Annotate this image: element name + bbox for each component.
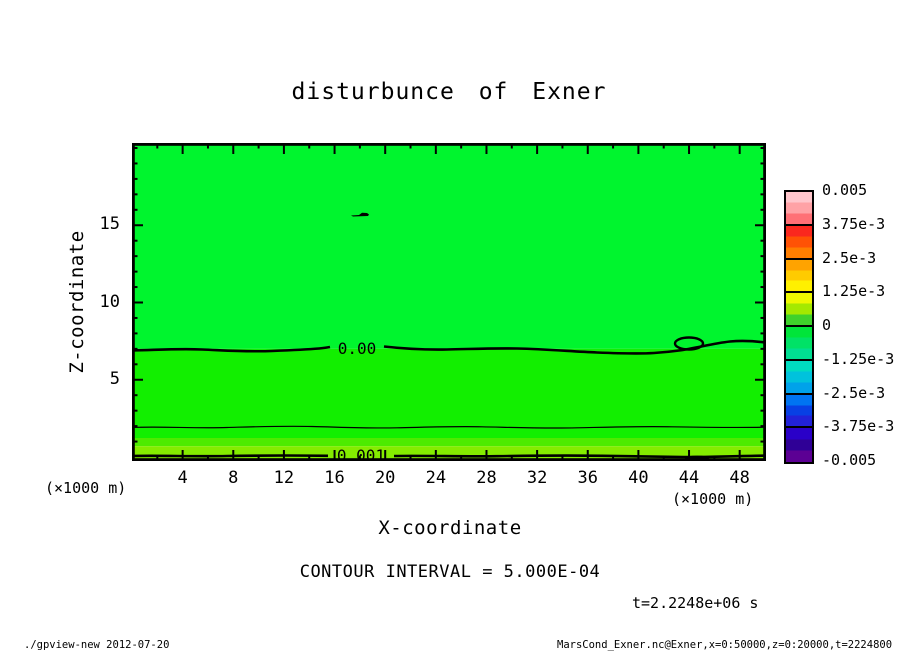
x-tick-label: 24 xyxy=(425,468,447,488)
fill-band xyxy=(132,348,766,438)
colorbar-label: -3.75e-3 xyxy=(822,417,895,436)
colorbar-label: -2.5e-3 xyxy=(822,383,886,402)
colorbar-segment xyxy=(786,428,812,462)
z-tick-label: 5 xyxy=(109,368,120,389)
x-axis-title: X-coordinate xyxy=(378,517,522,539)
fill-band xyxy=(132,437,766,447)
colorbar-label: -0.005 xyxy=(822,451,877,469)
small-closed-contour xyxy=(351,212,369,217)
footer-file-info: MarsCond_Exner.nc@Exner,x=0:50000,z=0:20… xyxy=(557,639,893,651)
colorbar-label: 1.25e-3 xyxy=(822,282,886,301)
x-axis-unit: (×1000 m) xyxy=(672,490,754,508)
mil-contour-right xyxy=(393,454,766,459)
zero-contour-left xyxy=(132,345,331,353)
zero-contour-right xyxy=(383,339,766,355)
z-tick-label: 10 xyxy=(99,291,120,312)
colorbar-segment xyxy=(786,225,812,260)
colorbar-segment xyxy=(786,259,812,294)
fill-band xyxy=(132,446,766,461)
colorbar xyxy=(784,190,814,464)
z-tick-label: 15 xyxy=(99,214,120,235)
x-tick-label: 16 xyxy=(324,468,345,488)
x-tick-label: 36 xyxy=(577,468,598,488)
contour-label-0.00: 0.00 xyxy=(338,339,377,358)
colorbar-label: 2.5e-3 xyxy=(822,248,877,267)
x-tick-label: 8 xyxy=(228,468,239,488)
x-tick-label: 32 xyxy=(526,468,548,488)
colorbar-segment xyxy=(786,394,812,429)
time-annotation: t=2.2248e+06 s xyxy=(632,594,759,612)
contour-label-0.001: 0.001 xyxy=(337,446,385,461)
thin-contour xyxy=(132,425,766,429)
colorbar-segment xyxy=(786,327,812,361)
x-tick-label: 20 xyxy=(374,468,396,488)
contour-plot: 0.00 0.001 xyxy=(132,143,766,461)
colorbar-label: 3.75e-3 xyxy=(822,214,886,233)
x-tick-label: 44 xyxy=(678,468,700,488)
fill-bands xyxy=(132,143,766,461)
fill-band xyxy=(132,143,766,349)
x-tick-label: 12 xyxy=(273,468,295,488)
footer-program-date: ./gpview-new 2012-07-20 xyxy=(24,639,170,651)
x-tick-label: 4 xyxy=(177,468,188,488)
zero-contour-loop xyxy=(673,336,705,351)
colorbar-segment xyxy=(786,360,812,395)
contour-interval-note: CONTOUR INTERVAL = 5.000E-04 xyxy=(299,562,601,582)
x-tick-label: 28 xyxy=(476,468,497,488)
colorbar-label: 0 xyxy=(822,316,832,334)
colorbar-segment xyxy=(786,293,812,327)
x-tick-label: 40 xyxy=(628,468,649,488)
colorbar-label: -1.25e-3 xyxy=(822,349,895,368)
plot-border xyxy=(132,143,766,461)
mil-contour-left xyxy=(132,454,329,458)
colorbar-segment xyxy=(786,192,812,226)
z-axis-unit: (×1000 m) xyxy=(45,479,127,497)
figure-title: disturbunce of Exner xyxy=(291,79,607,105)
x-tick-label: 48 xyxy=(729,468,750,488)
colorbar-label: 0.005 xyxy=(822,181,868,199)
